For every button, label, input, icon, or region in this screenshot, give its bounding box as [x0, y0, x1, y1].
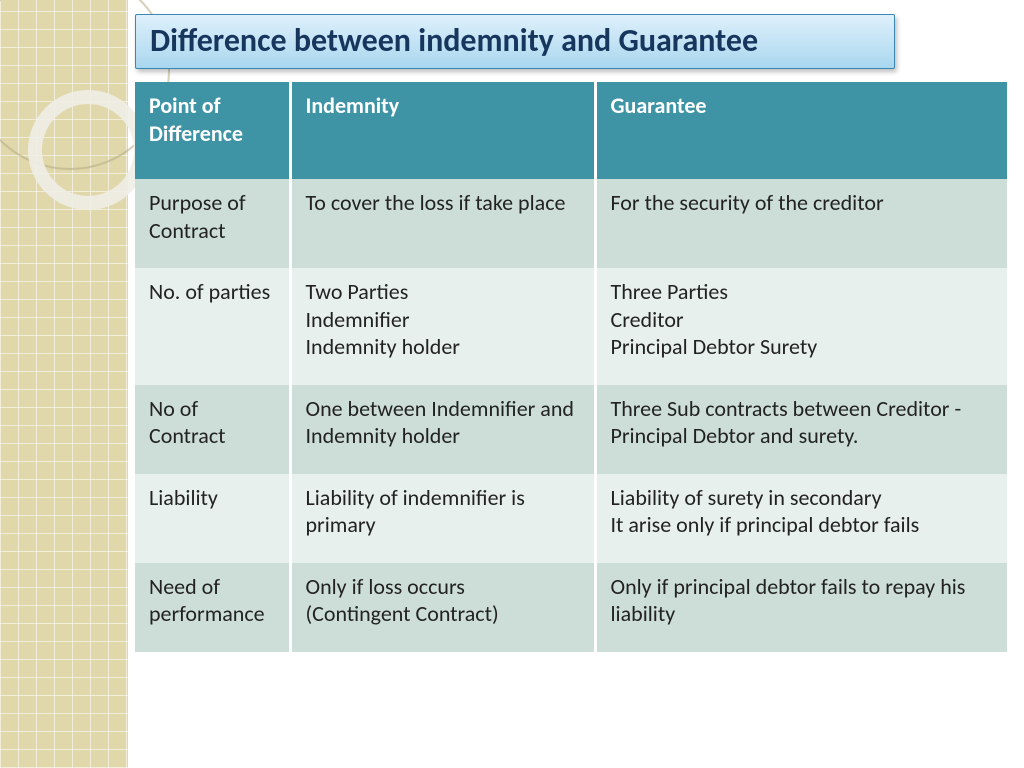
decor-ring-small	[28, 90, 148, 210]
cell-indemnity: To cover the loss if take place	[290, 179, 595, 268]
table-header-row: Point of Difference Indemnity Guarantee	[135, 82, 1009, 179]
col-header-indemnity: Indemnity	[290, 82, 595, 179]
cell-guarantee: For the security of the creditor	[595, 179, 1009, 268]
cell-point: Liability	[135, 474, 290, 563]
cell-point: Need of performance	[135, 563, 290, 652]
cell-point: No of Contract	[135, 385, 290, 474]
cell-indemnity: Only if loss occurs(Contingent Contract)	[290, 563, 595, 652]
cell-point: Purpose of Contract	[135, 179, 290, 268]
table-row: Liability Liability of indemnifier is pr…	[135, 474, 1009, 563]
comparison-table: Point of Difference Indemnity Guarantee …	[135, 82, 1010, 652]
cell-indemnity: Liability of indemnifier is primary	[290, 474, 595, 563]
cell-guarantee: Only if principal debtor fails to repay …	[595, 563, 1009, 652]
cell-indemnity: Two PartiesIndemnifierIndemnity holder	[290, 268, 595, 385]
cell-point: No. of parties	[135, 268, 290, 385]
slide-title: Difference between indemnity and Guarant…	[150, 21, 880, 60]
table-row: No. of parties Two PartiesIndemnifierInd…	[135, 268, 1009, 385]
col-header-point: Point of Difference	[135, 82, 290, 179]
cell-indemnity: One between Indemnifier andIndemnity hol…	[290, 385, 595, 474]
title-box: Difference between indemnity and Guarant…	[135, 14, 895, 69]
table-row: No of Contract One between Indemnifier a…	[135, 385, 1009, 474]
cell-guarantee: Three Sub contracts between Creditor - P…	[595, 385, 1009, 474]
col-header-guarantee: Guarantee	[595, 82, 1009, 179]
table-row: Purpose of Contract To cover the loss if…	[135, 179, 1009, 268]
table-row: Need of performance Only if loss occurs(…	[135, 563, 1009, 652]
cell-guarantee: Three PartiesCreditorPrincipal Debtor Su…	[595, 268, 1009, 385]
cell-guarantee: Liability of surety in secondaryIt arise…	[595, 474, 1009, 563]
